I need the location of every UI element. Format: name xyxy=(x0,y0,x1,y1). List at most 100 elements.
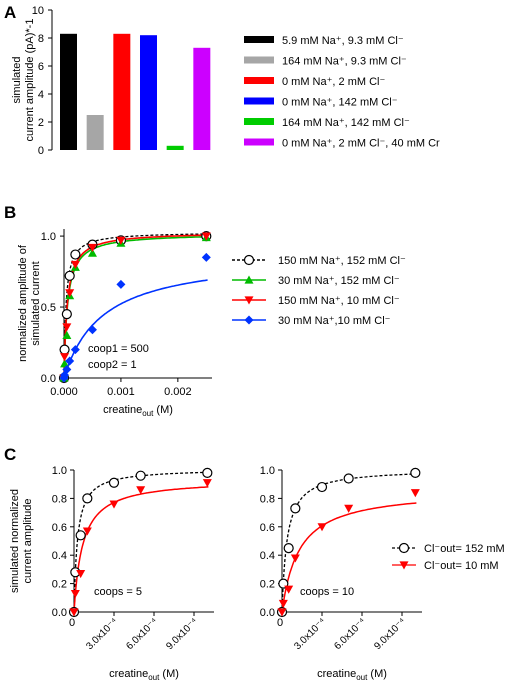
data-point xyxy=(290,503,301,514)
x-axis-label: creatineout (M) xyxy=(109,668,179,682)
data-point xyxy=(64,270,75,281)
data-point xyxy=(62,330,72,340)
y-tick-label: 0 xyxy=(38,145,44,157)
legend-swatch xyxy=(244,36,274,43)
legend-marker xyxy=(243,254,255,266)
legend-label: Cl⁻out= 152 mM xyxy=(424,543,505,555)
y-axis-label: simulatedcurrent amplitude (pA)*-1 xyxy=(11,19,36,142)
data-point xyxy=(75,530,86,541)
data-point xyxy=(62,323,72,332)
bar xyxy=(166,145,184,150)
data-point xyxy=(82,527,92,536)
y-tick-label: 8 xyxy=(38,33,44,45)
legend-label: 0 mM Na⁺, 142 mM Cl⁻ xyxy=(282,97,398,109)
data-point xyxy=(290,554,300,563)
panel-letter-a: A xyxy=(4,3,16,22)
x-axis-label-sub: out xyxy=(148,673,160,682)
bar xyxy=(140,35,157,151)
x-tick-label: 0.000 xyxy=(50,386,78,398)
y-axis-label: simulated normalizedcurrent amplitude xyxy=(9,489,34,593)
bar xyxy=(193,47,211,150)
series-line xyxy=(63,234,208,378)
x-tick-label: 6.0x10⁻⁴ xyxy=(124,616,160,652)
data-point xyxy=(76,570,86,579)
x-tick-label: 3.0x10⁻⁴ xyxy=(292,616,328,652)
legend-label: 164 mM Na⁺, 9.3 mM Cl⁻ xyxy=(282,56,407,68)
y-tick-label: 10 xyxy=(32,5,44,17)
y-axis-label-line: simulated xyxy=(11,56,23,103)
legend-marker xyxy=(399,561,409,570)
data-point xyxy=(109,500,119,509)
legend-label: 150 mM Na⁺, 152 mM Cl⁻ xyxy=(278,255,406,267)
x-tick-label: 6.0x10⁻⁴ xyxy=(332,616,368,652)
legend-label: 0 mM Na⁺, 2 mM Cl⁻, 40 mM Cr xyxy=(282,138,440,150)
panel-letter-b: B xyxy=(4,203,16,222)
data-point xyxy=(202,467,213,478)
data-point xyxy=(284,585,294,594)
legend-label: 0 mM Na⁺, 2 mM Cl⁻ xyxy=(282,76,385,88)
x-tick-label: 0 xyxy=(277,617,283,629)
series-line xyxy=(63,235,208,378)
data-point xyxy=(70,589,80,599)
bar xyxy=(86,115,104,150)
x-axis-label-unit: (M) xyxy=(159,668,179,680)
x-tick-label: 0.002 xyxy=(164,386,192,398)
legend-label: 164 mM Na⁺, 142 mM Cl⁻ xyxy=(282,117,410,129)
data-point xyxy=(69,608,79,617)
y-tick-label: 0.2 xyxy=(52,579,67,591)
data-point xyxy=(65,356,75,366)
data-point xyxy=(87,243,97,252)
annotation-coop2: coop2 = 1 xyxy=(88,359,137,371)
data-point xyxy=(135,470,146,481)
y-tick-label: 1.0 xyxy=(52,465,67,477)
legend-swatch xyxy=(244,118,274,125)
y-axis-label-line: current amplitude xyxy=(22,499,34,584)
data-point xyxy=(277,608,287,617)
data-point xyxy=(116,236,126,245)
data-point xyxy=(344,504,354,513)
y-axis-label-line: simulated current xyxy=(30,261,42,345)
data-point xyxy=(316,481,328,493)
data-point xyxy=(343,473,354,484)
data-point xyxy=(116,279,126,289)
x-tick-label: 3.0x10⁻⁴ xyxy=(84,616,120,652)
legend-label: 150 mM Na⁺, 10 mM Cl⁻ xyxy=(278,295,400,307)
data-point xyxy=(70,345,80,355)
annotation-coop1: coop1 = 500 xyxy=(88,343,149,355)
y-tick-label: 0.2 xyxy=(260,579,275,591)
x-tick-label: 9.0x10⁻⁴ xyxy=(164,616,200,652)
bar xyxy=(113,33,131,150)
data-point xyxy=(70,260,80,269)
panel-a-chart: 0 2 4 6 8 10 simulatedcurrent amplitude (pA)*-… xyxy=(11,5,440,157)
series-line xyxy=(281,502,417,612)
data-point xyxy=(278,599,288,608)
x-tick-label: 0 xyxy=(69,617,75,629)
y-tick-label: 4 xyxy=(38,89,44,101)
y-tick-label: 0.0 xyxy=(260,607,275,619)
legend-swatch xyxy=(244,138,274,146)
data-point xyxy=(87,325,97,335)
x-axis-label-main: creatine xyxy=(109,668,148,680)
data-point xyxy=(65,289,75,298)
x-axis-label: creatineout (M) xyxy=(103,404,173,418)
data-point xyxy=(201,252,211,262)
legend-swatch xyxy=(244,56,274,64)
data-point xyxy=(410,467,421,478)
y-tick-label: 2 xyxy=(38,117,44,129)
series-line xyxy=(63,233,208,378)
x-tick-label: 0.001 xyxy=(107,386,135,398)
y-tick-label: 0.0 xyxy=(52,607,67,619)
y-tick-label: 0.6 xyxy=(260,522,275,534)
legend-marker xyxy=(244,296,254,305)
data-point xyxy=(410,489,420,498)
x-axis-label: creatineout (M) xyxy=(317,668,387,682)
x-axis-label-unit: (M) xyxy=(153,404,173,416)
series-line xyxy=(63,279,208,379)
legend-label: Cl⁻out= 10 mM xyxy=(424,560,499,572)
data-point xyxy=(108,477,120,488)
data-point xyxy=(62,364,72,374)
y-axis-label: normalized amplitude ofsimulated current xyxy=(17,244,42,362)
data-point xyxy=(82,493,93,504)
data-point xyxy=(60,353,70,362)
